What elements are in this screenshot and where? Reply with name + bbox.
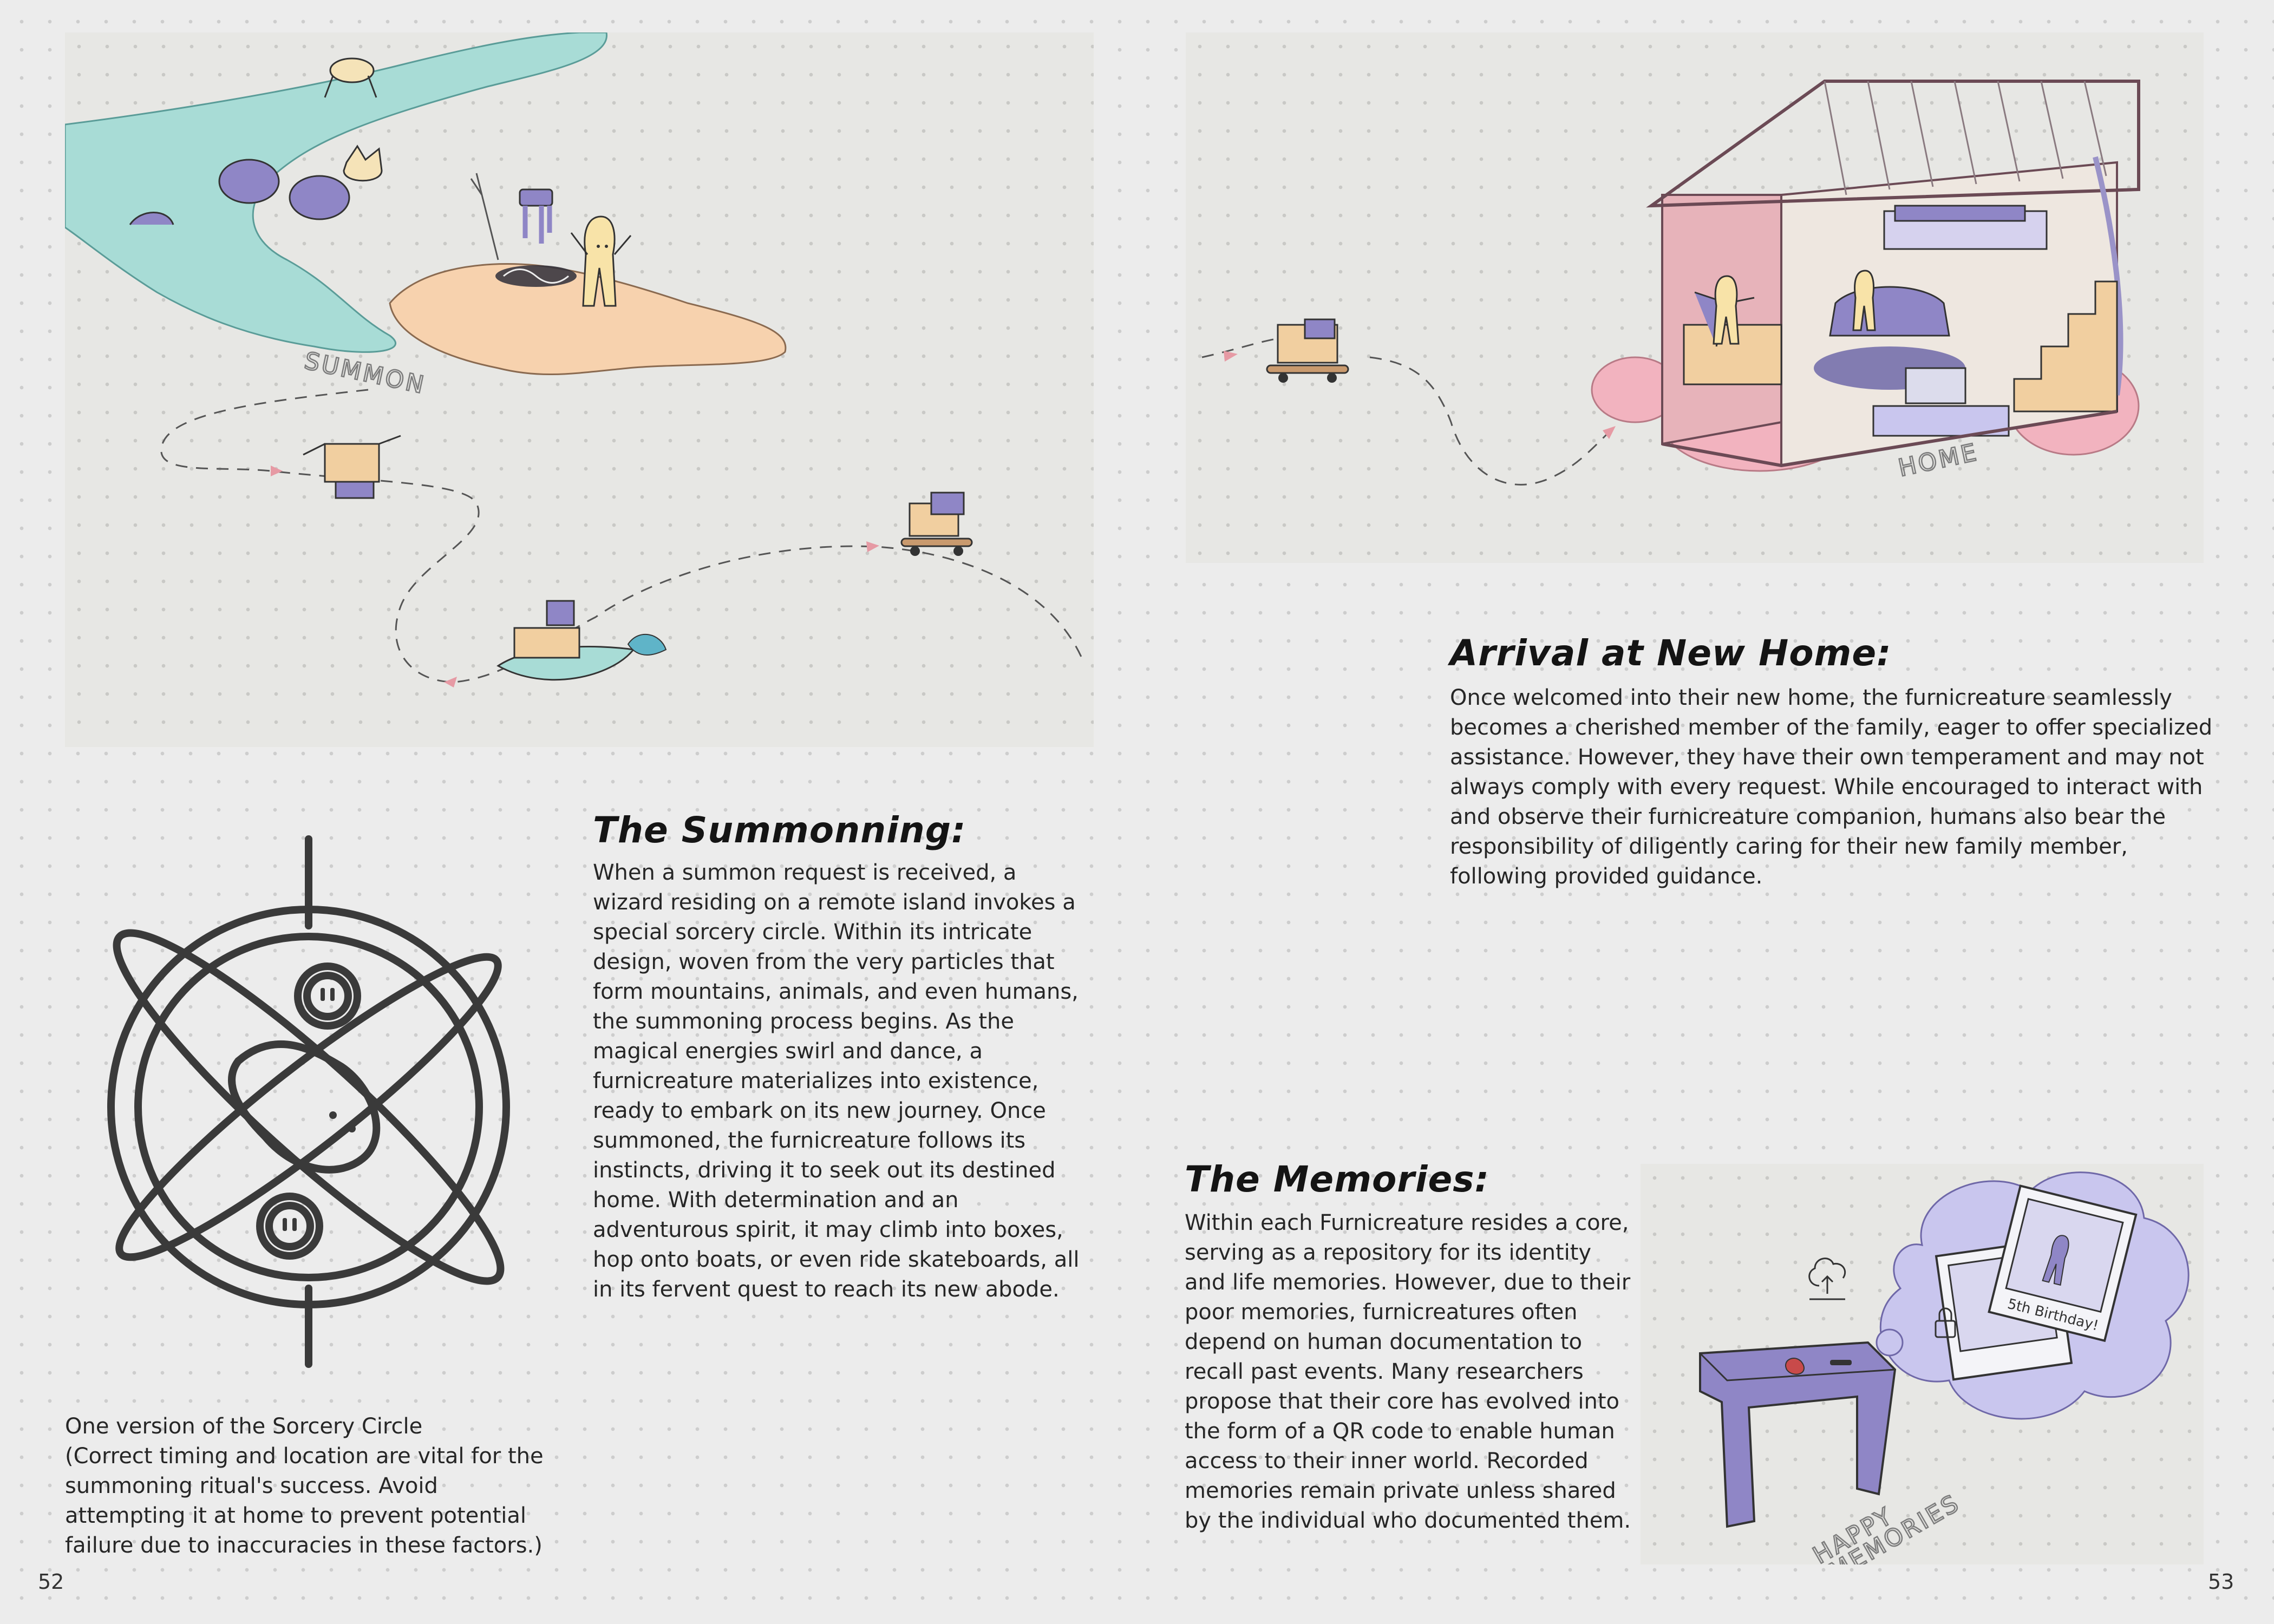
home-illustration: HOME bbox=[1186, 32, 2204, 563]
summoning-body: When a summon request is received, a wiz… bbox=[593, 860, 1080, 1302]
wizard bbox=[582, 215, 617, 307]
sorcery-circle-illustration bbox=[60, 834, 547, 1370]
arrival-heading: Arrival at New Home: bbox=[1450, 632, 1892, 674]
caption-title: One version of the Sorcery Circle bbox=[65, 1414, 423, 1439]
page-number-left: 52 bbox=[38, 1570, 64, 1594]
stool-furnicreature bbox=[1699, 1341, 1897, 1528]
memories-illustration: 5th Birthday! HAPPY MEMORIES bbox=[1641, 1164, 2204, 1564]
lock-icon bbox=[1935, 1307, 1956, 1338]
journey-map-drawing: SUMMON bbox=[65, 32, 1084, 687]
cloud-upload-icon bbox=[1808, 1258, 1846, 1300]
flying-box-creature bbox=[303, 435, 401, 499]
sorcery-circle-drawing bbox=[107, 835, 510, 1368]
sorcery-circle-caption: One version of the Sorcery Circle (Corre… bbox=[65, 1412, 552, 1561]
summoning-heading: The Summonning: bbox=[593, 809, 966, 851]
summon-label: SUMMON bbox=[302, 347, 428, 400]
boat-creature bbox=[496, 600, 667, 681]
caption-note: (Correct timing and location are vital f… bbox=[65, 1444, 544, 1558]
journey-map-illustration: SUMMON bbox=[65, 32, 1094, 747]
memories-drawing: 5th Birthday! HAPPY MEMORIES bbox=[1699, 1171, 2190, 1564]
island bbox=[389, 263, 787, 376]
memories-heading: The Memories: bbox=[1185, 1158, 1489, 1200]
skateboard-box bbox=[1266, 318, 1349, 383]
memories-body: Within each Furnicreature resides a core… bbox=[1185, 1210, 1631, 1533]
page-number-right: 53 bbox=[2208, 1570, 2234, 1594]
home-drawing: HOME bbox=[1201, 80, 2140, 486]
journey-path bbox=[160, 389, 1084, 683]
skateboard-creature bbox=[900, 492, 973, 556]
arrival-body: Once welcomed into their new home, the f… bbox=[1450, 685, 2213, 889]
